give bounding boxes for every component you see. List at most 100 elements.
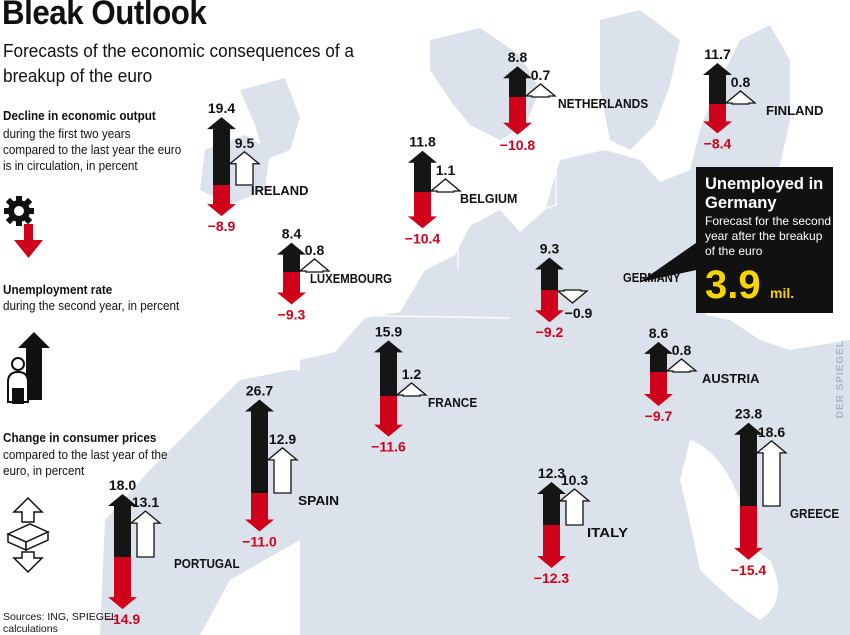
chart-title: Bleak Outlook <box>2 0 207 32</box>
prices-arrow-austria <box>665 358 698 373</box>
prices-arrow-germany <box>556 289 589 304</box>
prices-arrow-belgium <box>429 178 462 193</box>
unemployment-arrow-italy <box>537 481 566 525</box>
prices-arrow-netherlands <box>524 83 557 98</box>
output-arrow-germany <box>535 290 564 323</box>
output-arrow-finland <box>703 104 732 134</box>
unemployment-value-austria: 8.6 <box>649 325 669 341</box>
unemployment-value-belgium: 11.8 <box>409 134 436 150</box>
country-label-belgium: BELGIUM <box>460 192 517 206</box>
output-arrow-netherlands <box>503 97 532 135</box>
connector-luxembourg <box>329 296 511 319</box>
unemployment-arrow-france <box>374 340 403 396</box>
map-land-5 <box>100 370 390 635</box>
unemployment-value-portugal: 18.0 <box>109 477 136 493</box>
unemployment-arrow-austria <box>644 341 673 372</box>
prices-value-netherlands: 0.7 <box>531 67 551 83</box>
output-arrow-belgium <box>408 192 437 229</box>
unemployment-arrow-luxembourg <box>277 242 306 272</box>
connector-netherlands <box>524 120 557 216</box>
output-arrow-ireland <box>207 185 236 217</box>
unemployment-arrow-spain <box>245 399 274 493</box>
legend-prices-heading: Change in consumer prices <box>3 430 157 445</box>
country-label-greece: GREECE <box>790 507 839 521</box>
prices-arrow-finland <box>724 90 757 105</box>
unemployment-arrow-belgium <box>408 150 437 192</box>
sources-note: Sources: ING, SPIEGEL calculations <box>3 611 117 635</box>
country-label-austria: AUSTRIA <box>702 372 759 386</box>
unemployment-value-finland: 11.7 <box>704 46 731 62</box>
output-arrow-luxembourg <box>277 272 306 305</box>
country-label-ireland: IRELAND <box>251 184 308 198</box>
output-value-germany: −9.2 <box>536 324 564 340</box>
prices-value-austria: 0.8 <box>672 342 692 358</box>
country-label-finland: FINLAND <box>766 104 823 118</box>
country-label-france: FRANCE <box>428 396 477 410</box>
prices-value-portugal: 13.1 <box>132 494 159 510</box>
country-label-netherlands: NETHERLANDS <box>558 97 648 111</box>
output-value-italy: −12.3 <box>534 570 570 586</box>
output-value-netherlands: −10.8 <box>500 137 536 153</box>
unemployment-value-italy: 12.3 <box>538 465 565 481</box>
germany-unemployment-callout: Unemployed in Germany Forecast for the s… <box>696 167 833 313</box>
unemployment-arrow-netherlands <box>503 66 532 97</box>
prices-arrow-luxembourg <box>298 258 331 273</box>
country-label-germany: GERMANY <box>623 271 681 285</box>
prices-value-france: 1.2 <box>402 366 422 382</box>
output-arrow-portugal <box>108 557 137 610</box>
map-land-4 <box>240 78 300 160</box>
prices-arrow-france <box>395 382 428 397</box>
country-label-luxembourg: LUXEMBOURG <box>310 272 392 286</box>
prices-value-germany: −0.9 <box>565 305 593 321</box>
output-arrow-greece <box>734 506 763 560</box>
chart-marks: 19.4 −8.9 9.5 IRELAND 11.8 −10.4 1.1 BELGIUM 8.8… <box>105 46 839 627</box>
output-arrow-italy <box>537 525 566 569</box>
country-label-portugal: PORTUGAL <box>174 557 240 571</box>
output-value-portugal: −14.9 <box>105 611 141 627</box>
unemployment-arrow-germany <box>535 257 564 290</box>
prices-value-italy: 10.3 <box>561 472 588 488</box>
output-value-austria: −9.7 <box>645 408 673 424</box>
callout-unit: mil. <box>770 285 795 301</box>
callout-heading: Unemployed in Germany <box>705 175 824 212</box>
chart-subtitle: Forecasts of the economic consequences o… <box>3 40 355 86</box>
output-value-ireland: −8.9 <box>208 218 236 234</box>
legend-output-heading: Decline in economic output <box>3 108 156 123</box>
callout-text: Forecast for the second year after the b… <box>705 214 832 258</box>
credit-label: DER SPIEGEL <box>835 340 846 419</box>
prices-arrow-portugal <box>129 510 162 558</box>
unemployment-value-greece: 23.8 <box>735 406 762 422</box>
legend-prices-text: compared to the last year of the euro, i… <box>3 447 168 478</box>
unemployment-value-spain: 26.7 <box>246 383 273 399</box>
prices-arrow-greece <box>755 440 788 507</box>
unemployment-arrow-portugal <box>108 494 137 557</box>
unemployment-value-netherlands: 8.8 <box>508 49 528 65</box>
money-stack-icon <box>6 496 50 574</box>
prices-arrow-ireland <box>228 150 261 186</box>
unemployment-arrow-ireland <box>207 117 236 185</box>
prices-value-belgium: 1.1 <box>436 162 456 178</box>
prices-value-finland: 0.8 <box>731 74 751 90</box>
unemployment-value-germany: 9.3 <box>540 240 560 256</box>
gear-icon <box>4 196 43 258</box>
person-icon <box>7 332 50 404</box>
map-land-6 <box>520 445 660 600</box>
output-arrow-france <box>374 396 403 437</box>
map-sea-aegean <box>680 440 778 620</box>
output-arrow-austria <box>644 372 673 406</box>
callout-value: 3.9 <box>705 263 761 307</box>
prices-arrow-spain <box>266 447 299 494</box>
prices-value-spain: 12.9 <box>269 431 296 447</box>
output-value-greece: −15.4 <box>731 562 767 578</box>
unemployment-value-luxembourg: 8.4 <box>282 226 302 242</box>
prices-value-luxembourg: 0.8 <box>305 242 325 258</box>
output-arrow-spain <box>245 493 274 532</box>
unemployment-arrow-finland <box>703 63 732 104</box>
country-label-italy: ITALY <box>587 526 629 540</box>
prices-arrow-italy <box>558 488 591 526</box>
output-value-france: −11.6 <box>371 439 406 455</box>
output-value-finland: −8.4 <box>704 135 732 151</box>
legend-output-text: during the first two years compared to t… <box>3 126 182 173</box>
